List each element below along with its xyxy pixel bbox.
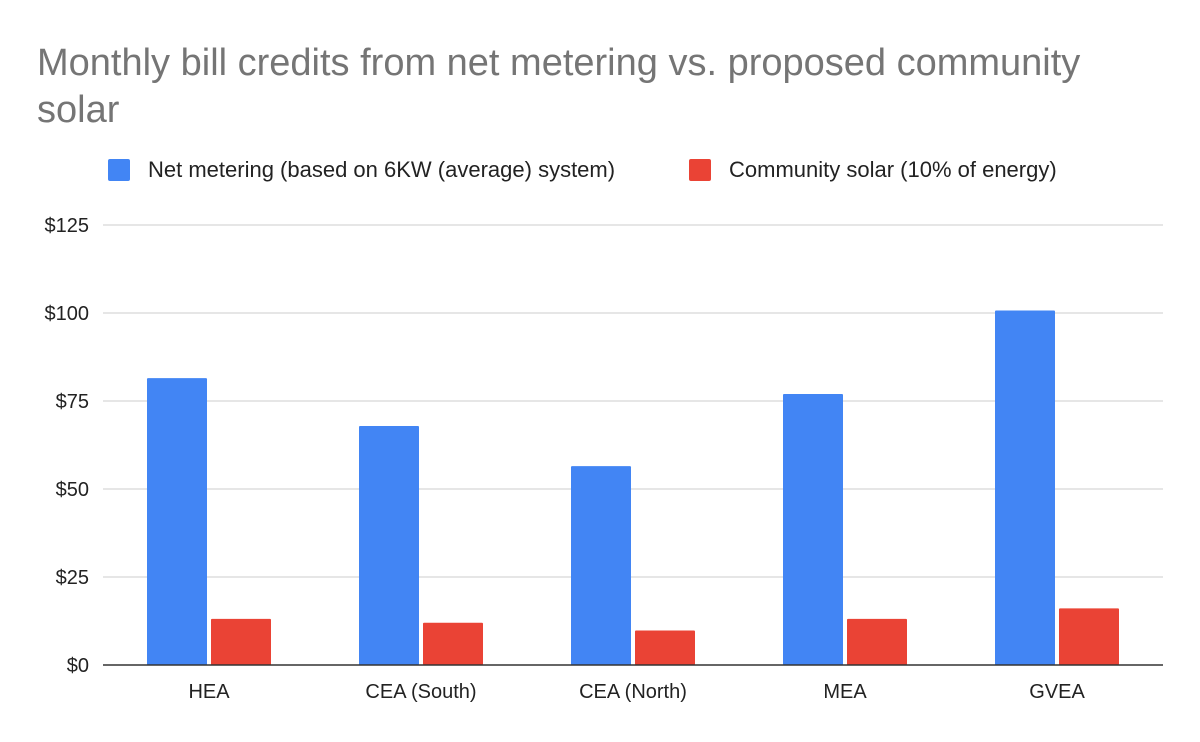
bar-net-metering-4[interactable]: GVEA: 100.7 [995, 310, 1055, 665]
x-tick-label-2: CEA (North) [579, 681, 687, 703]
y-tick-label-2: $50 [56, 479, 89, 501]
bar-net-metering-0[interactable]: HEA: 81.5 [147, 378, 207, 665]
bar-community-solar-0[interactable]: HEA: 13.1 [211, 618, 271, 665]
bar-community-solar-2[interactable]: CEA (North): 9.8 [635, 630, 695, 665]
bar-net-metering-3[interactable]: MEA: 77 [783, 393, 843, 665]
y-tick-label-0: $0 [67, 655, 89, 677]
y-tick-label-4: $100 [45, 303, 90, 325]
y-tick-label-3: $75 [56, 391, 89, 413]
x-tick-label-0: HEA [188, 681, 230, 703]
bar-net-metering-1[interactable]: CEA (South): 67.9 [359, 425, 419, 665]
chart-title: Monthly bill credits from net metering v… [37, 42, 1081, 131]
bar-community-solar-3[interactable]: MEA: 13.1 [847, 618, 907, 665]
y-tick-label-5: $125 [45, 215, 90, 237]
legend-swatch-community-solar [689, 159, 711, 181]
legend-item-community-solar[interactable]: Community solar (10% of energy) [689, 157, 1057, 183]
legend-item-net-metering[interactable]: Net metering (based on 6KW (average) sys… [108, 157, 615, 183]
x-tick-label-4: GVEA [1029, 681, 1085, 703]
legend-label-net-metering: Net metering (based on 6KW (average) sys… [148, 157, 616, 182]
legend-swatch-net-metering [108, 159, 130, 181]
bar-net-metering-2[interactable]: CEA (North): 56.5 [571, 466, 631, 665]
y-tick-label-1: $25 [56, 567, 89, 589]
bar-community-solar-4[interactable]: GVEA: 16.1 [1059, 608, 1119, 665]
x-tick-label-1: CEA (South) [365, 681, 476, 703]
legend: Net metering (based on 6KW (average) sys… [0, 157, 1200, 187]
bar-community-solar-1[interactable]: CEA (South): 12 [423, 622, 483, 665]
x-tick-label-3: MEA [823, 681, 867, 703]
legend-label-community-solar: Community solar (10% of energy) [729, 157, 1057, 182]
